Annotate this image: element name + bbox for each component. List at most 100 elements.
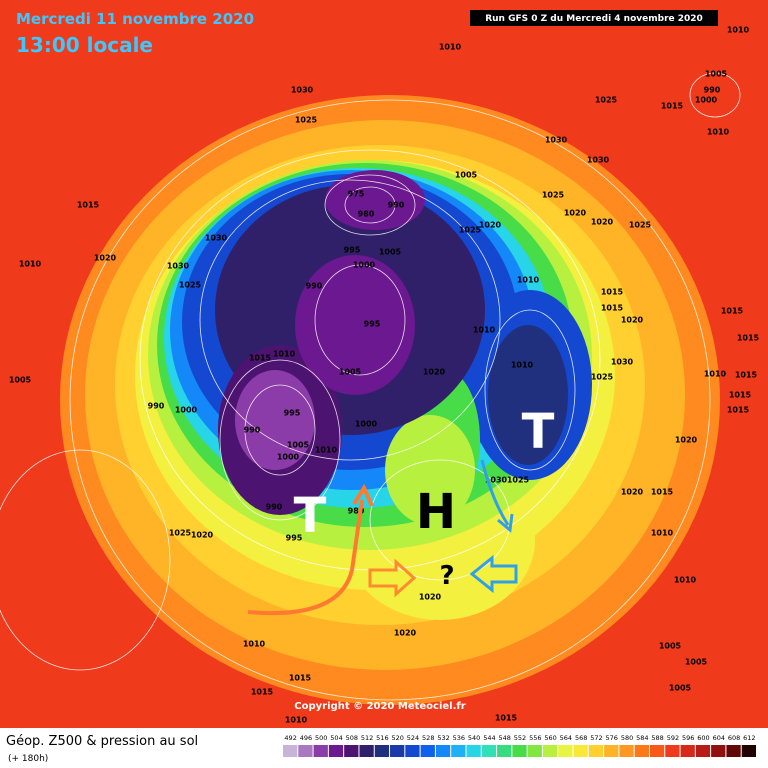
legend-swatch [573,745,588,757]
legend-swatch [665,745,680,757]
legend-scale-label: 572 [590,734,602,742]
pressure-label: 1015 [727,406,750,415]
pressure-label: 1015 [601,288,624,297]
legend-scale-label: 508 [346,734,358,742]
pressure-label: 1010 [473,326,496,335]
legend-swatch [298,745,313,757]
legend-scale-label: 604 [713,734,725,742]
legend-swatch [435,745,451,757]
legend-scale-label: 504 [330,734,342,742]
pressure-label: 1025 [507,476,530,485]
legend-scale-label: 536 [453,734,465,742]
legend-swatch [466,745,481,757]
pressure-label: 1015 [495,714,518,723]
pressure-label: 1025 [595,96,618,105]
legend-swatch [359,745,374,757]
legend-scale-label: 512 [361,734,373,742]
legend-swatch [283,745,298,757]
legend-scale-label: 588 [651,734,663,742]
legend-scale-label: 552 [514,734,526,742]
legend-scale-label: 596 [682,734,694,742]
pressure-label: 1025 [459,226,482,235]
legend-swatch [558,745,573,757]
pressure-label: 1015 [249,354,272,363]
pressure-label: 995 [284,409,301,418]
pressure-label: 1015 [251,688,274,697]
pressure-label: 1020 [423,368,446,377]
legend-scale-label: 532 [437,734,449,742]
pressure-label: 1025 [629,221,652,230]
pressure-label: 990 [266,503,283,512]
pressure-label: 1000 [175,406,198,415]
legend-swatch [649,745,665,757]
legend-title: Géop. Z500 & pression au sol [6,734,198,749]
legend-subtitle: (+ 180h) [8,754,48,764]
legend-swatch [634,745,649,757]
pressure-label: 1015 [735,371,758,380]
legend-swatch [497,745,512,757]
arrows [247,459,518,616]
run-info: Run GFS 0 Z du Mercredi 4 novembre 2020 [485,14,703,24]
run-box [470,10,718,26]
legend-scale-label: 612 [743,734,755,742]
pressure-label: 1015 [289,674,312,683]
legend-swatch [481,745,497,757]
pressure-label: 1000 [353,261,376,270]
legend-scale-label: 516 [376,734,388,742]
pressure-label: 990 [388,201,405,210]
legend-scale-label: 584 [636,734,648,742]
pressure-label: 1015 [737,334,760,343]
pressure-label: 1005 [659,642,682,651]
pressure-label: 1025 [179,281,202,290]
high-label: H [416,484,456,540]
legend-scale-label: 528 [422,734,434,742]
legend-swatch [711,745,726,757]
pressure-labels: 1010 1010 1030 1025 1025 1005 990 1000 1015 1010 1… [9,26,760,725]
legend-swatch [313,745,328,757]
pressure-label: 1010 [315,446,338,455]
legend-scale-label: 580 [621,734,633,742]
legend-scale-label: 496 [300,734,312,742]
pressure-label: 990 [244,426,261,435]
pressure-label: 1020 [621,488,644,497]
legend-scale-label: 568 [575,734,587,742]
map-fields [0,0,768,728]
pressure-label: 1025 [591,373,614,382]
legend-swatch [390,745,405,757]
legend-swatch [695,745,711,757]
pressure-label: 1020 [675,436,698,445]
low-label: T [522,404,555,460]
legend-scale-label: 548 [498,734,510,742]
pressure-label: 1020 [479,221,502,230]
legend-swatch [374,745,390,757]
legend-scale-label: 520 [391,734,403,742]
legend-swatch [726,745,741,757]
isobars [0,72,741,701]
legend-scale-label: 608 [728,734,740,742]
pressure-label: 1005 [9,376,32,385]
legend-scale-label: 592 [667,734,679,742]
pressure-label: 1010 [511,361,534,370]
low-label: T [294,488,327,544]
question-mark: ? [439,561,454,591]
pressure-label: 995 [344,246,361,255]
legend-scale-label: 564 [560,734,572,742]
color-scale: 492 496 500 504 508 512 516 520 524 528 532 536 540 5… [283,734,756,757]
pressure-label: 1030 [291,86,314,95]
pressure-label: 1010 [517,276,540,285]
pressure-label: 980 [358,210,375,219]
pressure-label: 1005 [685,658,708,667]
pressure-label: 1005 [287,441,310,450]
pressure-label: 1005 [339,368,362,377]
legend-swatch [451,745,466,757]
pressure-label: 1000 [355,420,378,429]
pressure-label: 1030 [587,156,610,165]
pressure-label: 1030 [545,136,568,145]
pressure-label: 1015 [601,304,624,313]
pressure-label: 995 [364,320,381,329]
pressure-label: 1030 [167,262,190,271]
pressure-label: 1020 [94,254,117,263]
pressure-label: 1010 [439,43,462,52]
legend-scale-label: 600 [697,734,709,742]
